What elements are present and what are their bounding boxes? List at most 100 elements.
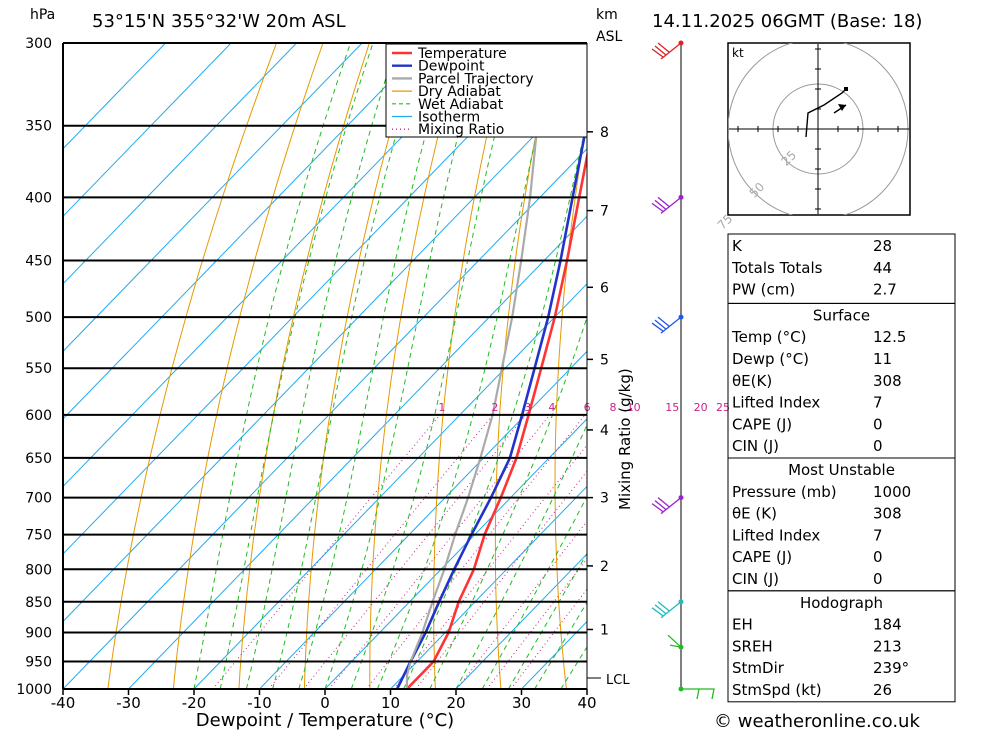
isotherm-line (63, 43, 428, 420)
isotherm-line (390, 485, 587, 689)
table-row-label: Lifted Index (732, 394, 820, 412)
table-row-value: 44 (873, 259, 892, 277)
dry-adiabat-line (238, 43, 370, 689)
x-tick-label: -20 (182, 694, 207, 712)
x-tick-label: -10 (247, 694, 272, 712)
pressure-tick-label: 300 (25, 36, 52, 52)
datetime-title: 14.11.2025 06GMT (Base: 18) (652, 11, 922, 32)
mixing-ratio-axis-title: Mixing Ratio (g/kg) (616, 368, 634, 510)
dry-adiabat-line (494, 43, 556, 689)
table-row-value: 239° (873, 659, 909, 677)
wet-adiabat-line (403, 117, 587, 689)
table-row-label: Totals Totals (731, 259, 823, 277)
km-tick-label: 6 (600, 280, 609, 296)
wind-barb (651, 42, 682, 60)
table-row-label: Lifted Index (732, 526, 820, 544)
km-tick-label: 1 (600, 623, 609, 639)
isotherm-line (63, 43, 297, 285)
x-tick-label: 0 (320, 694, 330, 712)
x-tick-label: 20 (446, 694, 465, 712)
table-row-value: 11 (873, 350, 892, 368)
pressure-tick-label: 800 (25, 562, 52, 578)
table-row-value: 28 (873, 237, 892, 255)
pressure-tick-label: 600 (25, 408, 52, 424)
wind-barb (667, 634, 682, 648)
dry-adiabat-line (926, 43, 1000, 689)
km-tick-label: 4 (600, 423, 609, 439)
wind-barb (651, 316, 682, 334)
isotherm-line (193, 283, 587, 689)
dry-adiabat-line (973, 43, 1000, 689)
legend-entry-label: Dry Adiabat (418, 84, 501, 100)
legend-entry-label: Dewpoint (418, 59, 485, 75)
table-row-label: SREH (732, 637, 773, 655)
pressure-tick-label: 850 (25, 595, 52, 611)
km-tick-label: 3 (600, 491, 609, 507)
table-row-value: 184 (873, 616, 902, 634)
table-row-label: CIN (J) (732, 437, 779, 455)
pressure-tick-label: 350 (25, 119, 52, 135)
table-row-label: CIN (J) (732, 570, 779, 588)
table-row-label: K (732, 237, 743, 255)
table-row-value: 12.5 (873, 328, 906, 346)
x-tick-label: 30 (512, 694, 531, 712)
isotherm-line (63, 43, 494, 488)
mixing-ratio-value-label: 25 (716, 401, 730, 414)
table-row-value: 0 (873, 437, 883, 455)
isotherm-line (455, 553, 587, 689)
pressure-tick-label: 1000 (16, 682, 52, 698)
mixing-ratio-value-label: 1 (438, 401, 445, 414)
table-row-value: 0 (873, 570, 883, 588)
mixing-ratio-value-label: 10 (627, 401, 641, 414)
table-row-value: 0 (873, 548, 883, 566)
table-row-label: θE(K) (732, 372, 772, 390)
dry-adiabat-line (107, 43, 277, 689)
km-unit-label: km (596, 7, 618, 23)
mixing-ratio-value-label: 15 (665, 401, 679, 414)
isotherm-line (128, 215, 587, 689)
pressure-tick-label: 900 (25, 626, 52, 642)
axes-layer: 1234681015202530035040045050055060065070… (16, 36, 730, 712)
isotherm-line (63, 43, 559, 555)
location-title: 53°15'N 355°32'W 20m ASL (92, 11, 346, 32)
isotherm-line (63, 43, 363, 353)
wet-adiabat-line (324, 43, 483, 689)
mixing-ratio-value-label: 8 (610, 401, 617, 414)
table-row-value: 308 (873, 505, 902, 523)
hodograph-trace (805, 88, 847, 138)
table-row-label: PW (cm) (732, 281, 795, 299)
x-tick-label: 40 (577, 694, 596, 712)
table-row-label: StmSpd (kt) (732, 681, 822, 699)
pressure-tick-label: 550 (25, 361, 52, 377)
wet-adiabat-line (193, 43, 351, 689)
asl-unit-label: ASL (596, 29, 622, 45)
wet-adiabat-line (455, 423, 587, 689)
km-tick-label: 8 (600, 125, 609, 141)
mixing-ratio-value-label: 2 (491, 401, 498, 414)
x-tick-label: 10 (381, 694, 400, 712)
pressure-tick-label: 500 (25, 310, 52, 326)
dry-adiabat-line (554, 117, 587, 689)
wind-barb (651, 497, 682, 515)
table-section-title: Hodograph (800, 594, 883, 612)
isotherm-line (259, 350, 587, 689)
copyright-text: © weatheronline.co.uk (714, 711, 920, 732)
x-tick-label: -30 (116, 694, 141, 712)
wet-adiabat-line (298, 43, 452, 689)
pressure-tick-label: 700 (25, 491, 52, 507)
pressure-tick-label: 400 (25, 190, 52, 206)
isotherm-line (63, 80, 587, 623)
x-tick-label: -40 (51, 694, 76, 712)
wet-adiabat-line (350, 43, 518, 689)
table-section-title: Surface (813, 306, 870, 324)
series-layer (395, 77, 587, 689)
table-row-label: StmDir (732, 659, 785, 677)
wind-barb (681, 688, 715, 700)
storm-motion-arrowhead (838, 104, 846, 111)
table-section-box (727, 590, 956, 703)
mixing-ratio-value-label: 20 (694, 401, 708, 414)
mixing-ratio-line (268, 414, 494, 689)
mixing-ratio-line (456, 520, 587, 689)
